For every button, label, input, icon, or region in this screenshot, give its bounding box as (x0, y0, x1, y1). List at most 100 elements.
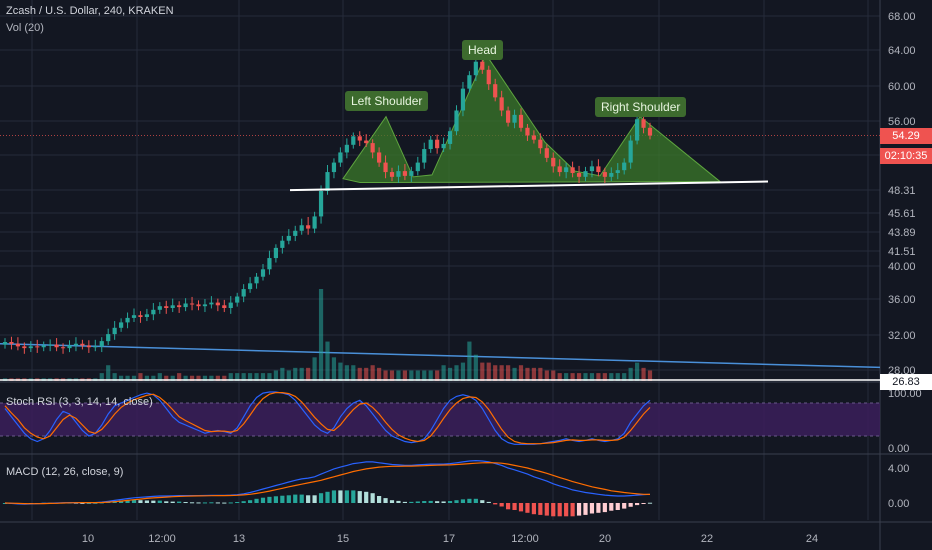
macd-histogram-bar (518, 503, 524, 512)
macd-histogram-bar (473, 498, 478, 503)
volume-bar (260, 373, 266, 381)
macd-histogram-bar (538, 503, 543, 515)
candle-body (325, 172, 330, 191)
candle-body (506, 110, 511, 123)
descending-trendline (0, 343, 881, 369)
volume-bar (557, 373, 562, 381)
candle-body (170, 305, 175, 308)
macd-signal-line (4, 461, 651, 505)
stoch-axis-label: 100.00 (888, 388, 922, 400)
macd-histogram-bar (402, 501, 407, 503)
macd-histogram-bar (260, 497, 266, 503)
macd-axis-label: 4.00 (888, 463, 909, 475)
volume-bar (647, 370, 653, 381)
candle-body (499, 97, 504, 111)
macd-histogram-bar (254, 498, 259, 503)
candle-body (454, 110, 459, 132)
candle-body (402, 171, 407, 176)
candle-body (73, 343, 79, 346)
candle-body (383, 162, 388, 173)
candle-body (596, 166, 601, 173)
symbol-title[interactable]: Zcash / U.S. Dollar, 240, KRAKEN (6, 5, 174, 17)
macd-histogram-bar (602, 503, 607, 513)
volume-bar (364, 367, 369, 381)
macd-label[interactable]: MACD (12, 26, close, 9) (6, 466, 124, 478)
macd-histogram-bar (454, 500, 459, 503)
macd-histogram-bar (628, 503, 633, 507)
candle-body (267, 258, 272, 270)
candle-body (589, 166, 595, 172)
volume-bar (280, 367, 285, 381)
macd-histogram-bar (215, 502, 220, 504)
candle-body (222, 305, 227, 308)
volume-bar (209, 375, 214, 381)
volume-bar (635, 362, 640, 381)
volume-indicator-label[interactable]: Vol (20) (6, 22, 44, 34)
macd-histogram-bar (306, 495, 311, 503)
macd-histogram-bar (119, 500, 124, 503)
candle-body (460, 88, 466, 111)
macd-histogram-bar (396, 500, 401, 503)
time-axis-label: 12:00 (511, 533, 539, 545)
macd-histogram-bar (189, 502, 195, 504)
macd-histogram-bar (377, 496, 382, 503)
macd-histogram-bar (551, 503, 556, 517)
price-axis-label: 43.89 (888, 227, 916, 239)
macd-histogram-bar (248, 500, 253, 503)
candle-body (286, 235, 291, 241)
macd-axis-label: 0.00 (888, 498, 909, 510)
price-axis-label: 45.61 (888, 208, 916, 220)
macd-line (4, 459, 651, 505)
candle-body (2, 342, 8, 345)
right-shoulder-annotation[interactable]: Right Shoulder (595, 97, 687, 117)
candle-body (622, 162, 627, 171)
stoch-rsi-label[interactable]: Stoch RSI (3, 3, 14, 14, close) (6, 396, 153, 408)
volume-bar (112, 373, 117, 381)
macd-histogram-bar (415, 501, 420, 503)
volume-bar (602, 373, 607, 381)
volume-bar (157, 373, 162, 381)
candle-body (422, 149, 427, 163)
macd-histogram-bar (235, 502, 240, 504)
time-axis-label: 22 (701, 533, 713, 545)
volume-bar (480, 362, 485, 381)
candle-body (364, 140, 369, 144)
candle-body (119, 322, 124, 328)
macd-histogram-bar (80, 503, 85, 504)
candle-body (93, 346, 98, 348)
volume-bar (641, 367, 646, 381)
candle-body (48, 344, 53, 346)
volume-bar (583, 373, 588, 381)
time-axis-label: 12:00 (148, 533, 176, 545)
head-annotation[interactable]: Head (462, 40, 503, 60)
candle-body (370, 143, 375, 153)
head-and-shoulders-pattern (342, 53, 722, 184)
left-shoulder-annotation[interactable]: Left Shoulder (345, 91, 429, 111)
candle-body (80, 343, 85, 346)
candle-body (9, 342, 14, 344)
volume-bar (306, 367, 311, 381)
macd-histogram-bar (131, 499, 137, 503)
candle-body (331, 162, 337, 173)
time-axis-label: 15 (337, 533, 349, 545)
macd-histogram-bar (183, 502, 188, 504)
volume-bar (144, 375, 149, 381)
candle-body (209, 302, 214, 305)
volume-bar (570, 373, 575, 381)
macd-histogram-bar (209, 502, 214, 504)
macd-histogram-bar (125, 500, 130, 503)
candle-body (544, 148, 549, 158)
macd-histogram-bar (422, 501, 427, 503)
macd-histogram-bar (286, 495, 291, 503)
volume-bar (596, 373, 601, 381)
candle-body (189, 303, 195, 305)
macd-histogram-bar (299, 494, 304, 503)
macd-histogram-bar (441, 501, 446, 503)
volume-bar (318, 289, 324, 381)
candle-body (144, 314, 149, 317)
macd-histogram-bar (164, 501, 169, 503)
candle-body (35, 346, 40, 348)
volume-bar (615, 373, 620, 381)
candle-body (215, 302, 220, 306)
